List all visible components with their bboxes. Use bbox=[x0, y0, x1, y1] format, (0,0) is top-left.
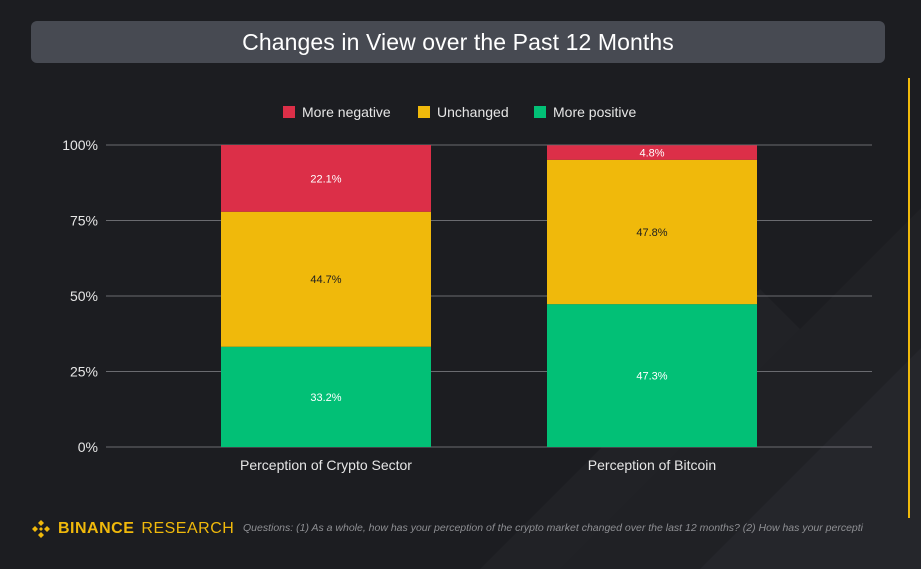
data-label: 4.8% bbox=[639, 148, 664, 160]
legend-swatch bbox=[534, 106, 546, 118]
legend-label: More negative bbox=[302, 104, 391, 120]
bar-segment-more-positive bbox=[221, 346, 431, 447]
y-tick-label: 100% bbox=[62, 137, 98, 153]
data-label: 47.3% bbox=[636, 371, 667, 383]
legend-label: More positive bbox=[553, 104, 636, 120]
x-tick-label: Perception of Bitcoin bbox=[588, 457, 716, 473]
y-tick-label: 50% bbox=[70, 288, 98, 304]
legend-label: Unchanged bbox=[437, 104, 509, 120]
accent-divider bbox=[908, 78, 910, 518]
brand-suffix: RESEARCH bbox=[141, 520, 235, 537]
brand-name: BINANCE bbox=[58, 520, 135, 537]
data-label: 44.7% bbox=[310, 274, 341, 286]
bar-segment-unchanged bbox=[221, 211, 431, 347]
bar-segment-more-negative bbox=[221, 145, 431, 212]
binance-logo-icon bbox=[32, 520, 50, 538]
bar-segment-more-positive bbox=[547, 304, 757, 447]
data-label: 47.8% bbox=[636, 227, 667, 239]
y-tick-label: 0% bbox=[78, 439, 98, 455]
data-label: 22.1% bbox=[310, 173, 341, 185]
binance-research-logo: BINANCE RESEARCH bbox=[31, 518, 234, 540]
chart-title: Changes in View over the Past 12 Months bbox=[31, 21, 885, 63]
data-label: 33.2% bbox=[310, 392, 341, 404]
bar-segment-unchanged bbox=[547, 159, 757, 305]
y-tick-label: 75% bbox=[70, 213, 98, 229]
x-tick-label: Perception of Crypto Sector bbox=[240, 457, 412, 473]
legend-swatch bbox=[418, 106, 430, 118]
footnote-questions: Questions: (1) As a whole, how has your … bbox=[243, 522, 864, 534]
y-tick-label: 25% bbox=[70, 364, 98, 380]
bar-segment-more-negative bbox=[547, 145, 757, 160]
legend-swatch bbox=[283, 106, 295, 118]
